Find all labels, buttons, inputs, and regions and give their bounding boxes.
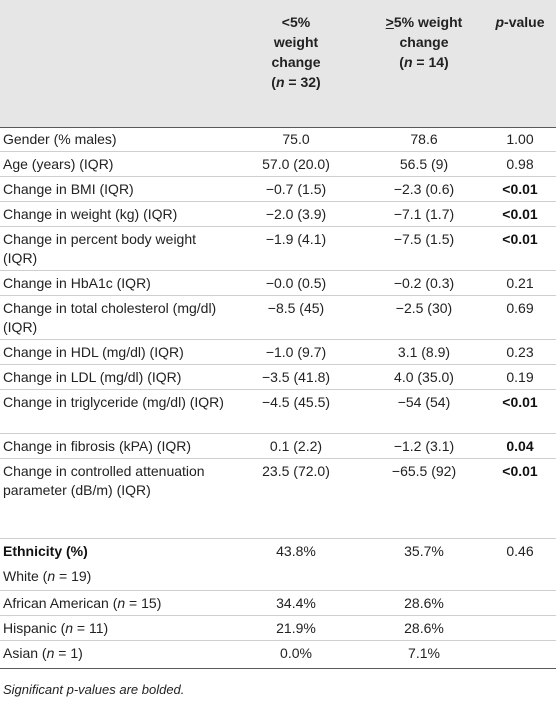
- cell-ge5: 78.6: [410, 131, 438, 147]
- cell-lt5: −4.5 (45.5): [261, 394, 331, 410]
- table-row: Change in HDL (mg/dl) (IQR) −1.0 (9.7) 3.1…: [0, 340, 556, 365]
- cell-ge5: −1.2 (3.1): [393, 438, 455, 454]
- header-5-or-more: >5% weight change (n = 14): [356, 12, 492, 72]
- cell-lt5: 21.9%: [276, 620, 316, 636]
- row-label: Asian (n = 1): [3, 645, 83, 661]
- cell-lt5: 75.0: [282, 131, 310, 147]
- cell-p: <0.01: [502, 231, 538, 247]
- table-row: Gender (% males) 75.0 78.6 1.00: [0, 127, 556, 152]
- cell-p: <0.01: [502, 206, 538, 222]
- row-label: Ethnicity (%) White (n = 19): [3, 542, 231, 586]
- cell-ge5: 7.1%: [408, 645, 440, 661]
- table-bottom-rule: [0, 668, 556, 669]
- cell-lt5: −3.5 (41.8): [261, 369, 331, 385]
- cell-ge5: 4.0 (35.0): [394, 369, 454, 385]
- cell-ge5: −0.2 (0.3): [393, 275, 455, 291]
- header-col2-line2: change: [399, 34, 449, 50]
- cell-lt5: −1.0 (9.7): [265, 344, 327, 360]
- cell-lt5: −0.7 (1.5): [265, 181, 327, 197]
- table-row: Change in LDL (mg/dl) (IQR) −3.5 (41.8) 4.…: [0, 365, 556, 390]
- cell-ge5: 56.5 (9): [399, 156, 449, 172]
- row-label: Age (years) (IQR): [3, 156, 114, 172]
- cell-lt5: 0.0%: [280, 645, 312, 661]
- table-row: Ethnicity (%) White (n = 19) 43.8% 35.7%…: [0, 539, 556, 591]
- cell-lt5: −8.5 (45): [267, 300, 325, 316]
- cell-p: 0.46: [506, 543, 534, 559]
- table-footnote: Significant p-values are bolded.: [3, 682, 185, 697]
- table-row: Age (years) (IQR) 57.0 (20.0) 56.5 (9) 0.98: [0, 152, 556, 177]
- table-row: Change in weight (kg) (IQR) −2.0 (3.9) −7.…: [0, 202, 556, 227]
- cell-p: <0.01: [502, 181, 538, 197]
- table-row: Change in BMI (IQR) −0.7 (1.5) −2.3 (0.6) <…: [0, 177, 556, 202]
- cell-ge5: 35.7%: [404, 543, 444, 559]
- table-row: Asian (n = 1) 0.0% 7.1%: [0, 641, 556, 666]
- row-label: Change in weight (kg) (IQR): [3, 206, 178, 222]
- cell-ge5: −2.3 (0.6): [393, 181, 455, 197]
- cell-p: 0.98: [506, 156, 534, 172]
- cell-lt5: −1.9 (4.1): [265, 231, 327, 247]
- cell-lt5: 57.0 (20.0): [262, 156, 330, 172]
- header-col1-line1: <5%: [281, 14, 311, 30]
- header-col2-line1: >5% weight: [385, 14, 463, 30]
- table-row: Change in controlled attenuation paramet…: [0, 459, 556, 539]
- table-header: <5% weight change (n = 32) >5% weight ch…: [0, 0, 556, 127]
- cell-p: <0.01: [502, 394, 538, 410]
- row-label: Change in BMI (IQR): [3, 181, 134, 197]
- cell-p: 1.00: [506, 131, 534, 147]
- table-row: African American (n = 15) 34.4% 28.6%: [0, 591, 556, 616]
- row-label: Change in controlled attenuation paramet…: [3, 463, 205, 498]
- cell-ge5: −7.1 (1.7): [393, 206, 455, 222]
- header-p-value: p-value: [495, 14, 545, 30]
- table-row: Change in total cholesterol (mg/dl) (IQR…: [0, 296, 556, 340]
- header-col1-n: (n = 32): [271, 74, 321, 90]
- table-row: Hispanic (n = 11) 21.9% 28.6%: [0, 616, 556, 641]
- row-label: Hispanic (n = 11): [3, 620, 109, 636]
- row-label: Change in LDL (mg/dl) (IQR): [3, 369, 182, 385]
- header-less-than-5: <5% weight change (n = 32): [236, 12, 356, 92]
- ethnicity-white-label: White (n = 19): [3, 568, 92, 584]
- header-col2-n: (n = 14): [399, 54, 449, 70]
- header-col1-line3: change: [271, 54, 321, 70]
- table-row: Change in triglyceride (mg/dl) (IQR) −4.5…: [0, 390, 556, 434]
- cell-ge5: −65.5 (92): [391, 463, 457, 479]
- cell-ge5: −7.5 (1.5): [393, 231, 455, 247]
- row-label: Change in triglyceride (mg/dl) (IQR): [3, 394, 224, 410]
- header-col1-line2: weight: [273, 34, 319, 50]
- ethnicity-heading: Ethnicity (%): [3, 543, 88, 559]
- cell-lt5: 34.4%: [276, 595, 316, 611]
- cell-p: 0.04: [506, 438, 534, 454]
- cell-lt5: 0.1 (2.2): [269, 438, 323, 454]
- cell-ge5: 3.1 (8.9): [397, 344, 451, 360]
- table-row: Change in HbA1c (IQR) −0.0 (0.5) −0.2 (0.3…: [0, 271, 556, 296]
- row-label: Gender (% males): [3, 131, 117, 147]
- cell-lt5: 23.5 (72.0): [262, 463, 330, 479]
- cell-p: <0.01: [502, 463, 538, 479]
- row-label: African American (n = 15): [3, 595, 162, 611]
- cell-ge5: −54 (54): [397, 394, 451, 410]
- row-label: Change in HDL (mg/dl) (IQR): [3, 344, 184, 360]
- table-row: Change in fibrosis (kPA) (IQR) 0.1 (2.2) −…: [0, 434, 556, 459]
- row-label: Change in total cholesterol (mg/dl) (IQR…: [3, 300, 217, 335]
- cell-ge5: −2.5 (30): [395, 300, 453, 316]
- cell-p: 0.23: [506, 344, 534, 360]
- row-label: Change in fibrosis (kPA) (IQR): [3, 438, 192, 454]
- cell-ge5: 28.6%: [404, 620, 444, 636]
- cell-lt5: −0.0 (0.5): [265, 275, 327, 291]
- cell-p: 0.69: [506, 300, 534, 316]
- row-label: Change in HbA1c (IQR): [3, 275, 151, 291]
- cell-ge5: 28.6%: [404, 595, 444, 611]
- header-divider: [0, 127, 556, 128]
- cell-lt5: 43.8%: [276, 543, 316, 559]
- cell-lt5: −2.0 (3.9): [265, 206, 327, 222]
- row-label: Change in percent body weight (IQR): [3, 231, 197, 266]
- table-row: Change in percent body weight (IQR) −1.9 …: [0, 227, 556, 271]
- cell-p: 0.19: [506, 369, 534, 385]
- cell-p: 0.21: [506, 275, 534, 291]
